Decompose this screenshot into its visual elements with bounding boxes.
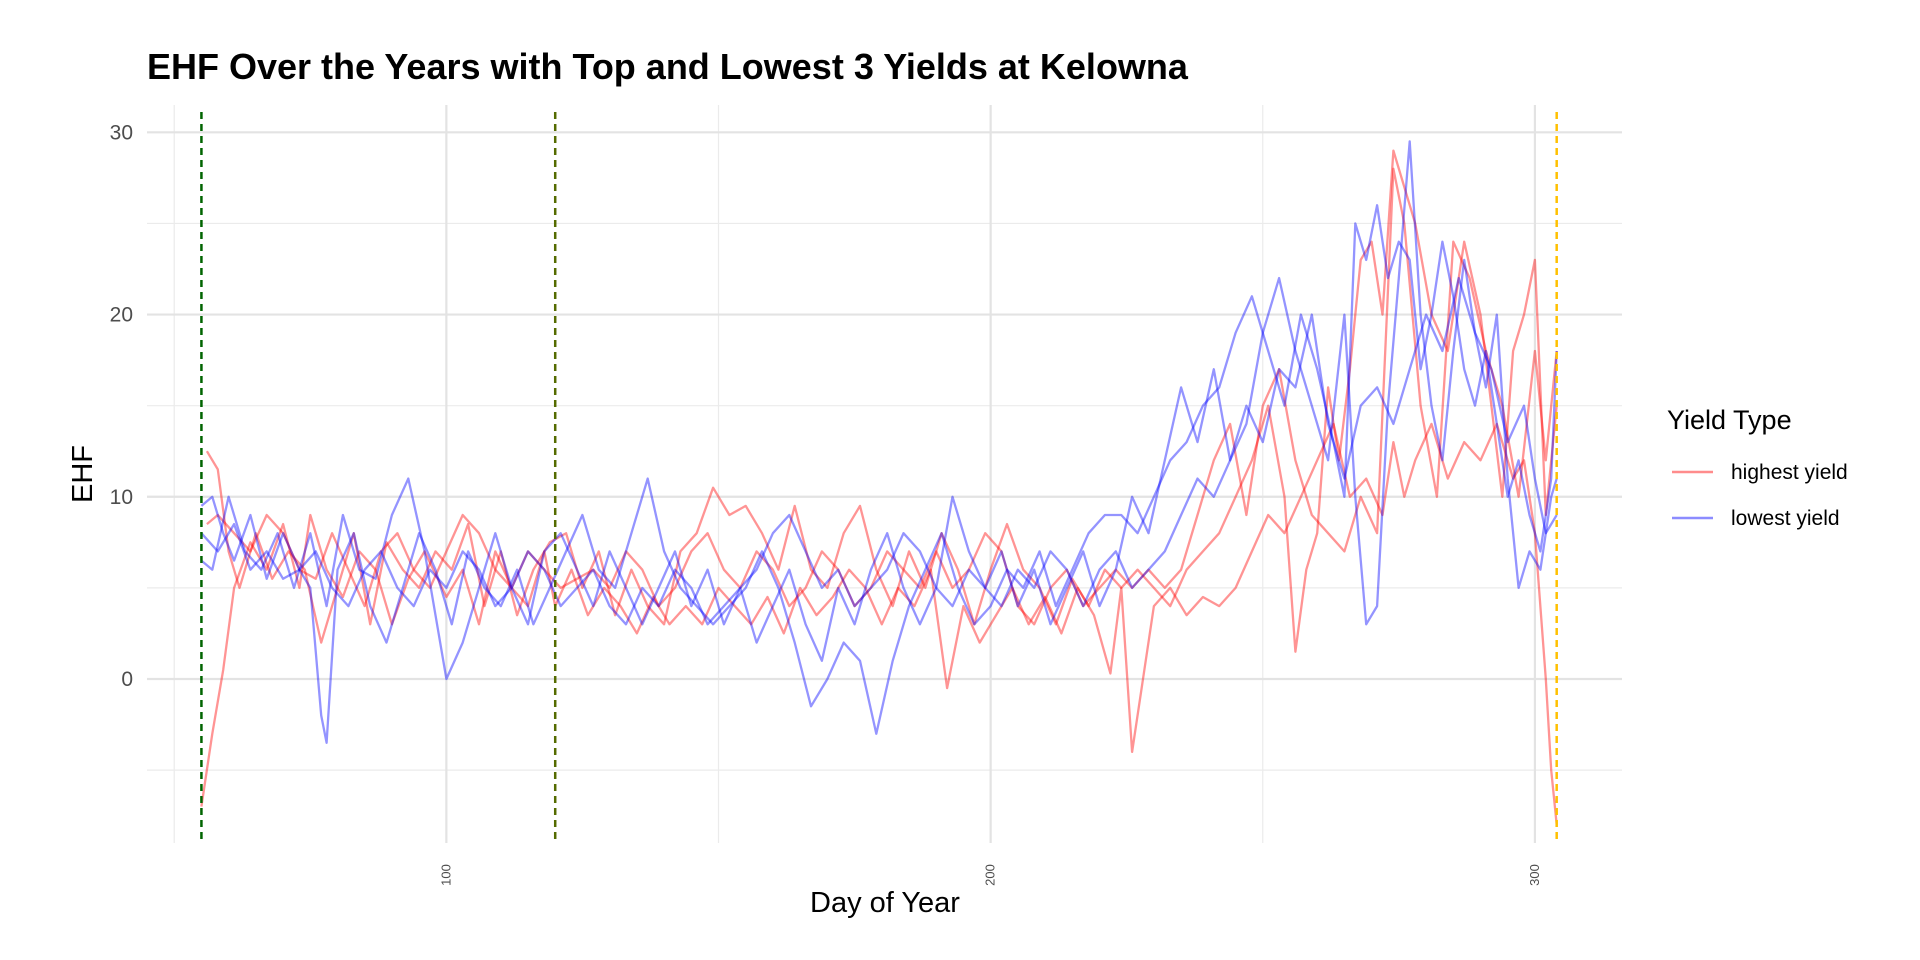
- y-tick-label: 20: [110, 304, 133, 327]
- x-tick-label: 300: [1527, 864, 1542, 886]
- series-line-lowest-yield: [200, 276, 1558, 626]
- x-axis-ticks: 100 200 300: [438, 864, 1542, 886]
- series-line-lowest-yield: [200, 204, 1558, 744]
- grid-major: [147, 105, 1622, 843]
- y-tick-label: 0: [121, 668, 133, 691]
- y-axis-title: EHF: [67, 445, 99, 503]
- legend-title: Yield Type: [1667, 405, 1792, 435]
- legend: Yield Type highest yield lowest yield: [1667, 405, 1848, 530]
- y-tick-label: 30: [110, 121, 133, 144]
- chart-title: EHF Over the Years with Top and Lowest 3…: [147, 46, 1189, 87]
- y-tick-label: 10: [110, 486, 133, 509]
- legend-label: lowest yield: [1731, 507, 1840, 530]
- legend-label: highest yield: [1731, 461, 1848, 484]
- series-line-highest-yield: [206, 167, 1558, 626]
- series-layer: [200, 140, 1558, 825]
- x-axis-title: Day of Year: [810, 887, 960, 919]
- y-axis-ticks: 0 10 20 30: [110, 121, 133, 691]
- series-line-highest-yield: [200, 422, 1558, 825]
- x-tick-label: 200: [983, 864, 998, 886]
- series-line-highest-yield: [205, 149, 1558, 653]
- reference-lines: [200, 112, 1558, 843]
- x-tick-label: 100: [438, 864, 453, 886]
- series-line-lowest-yield: [200, 140, 1558, 681]
- grid-minor: [147, 105, 1622, 843]
